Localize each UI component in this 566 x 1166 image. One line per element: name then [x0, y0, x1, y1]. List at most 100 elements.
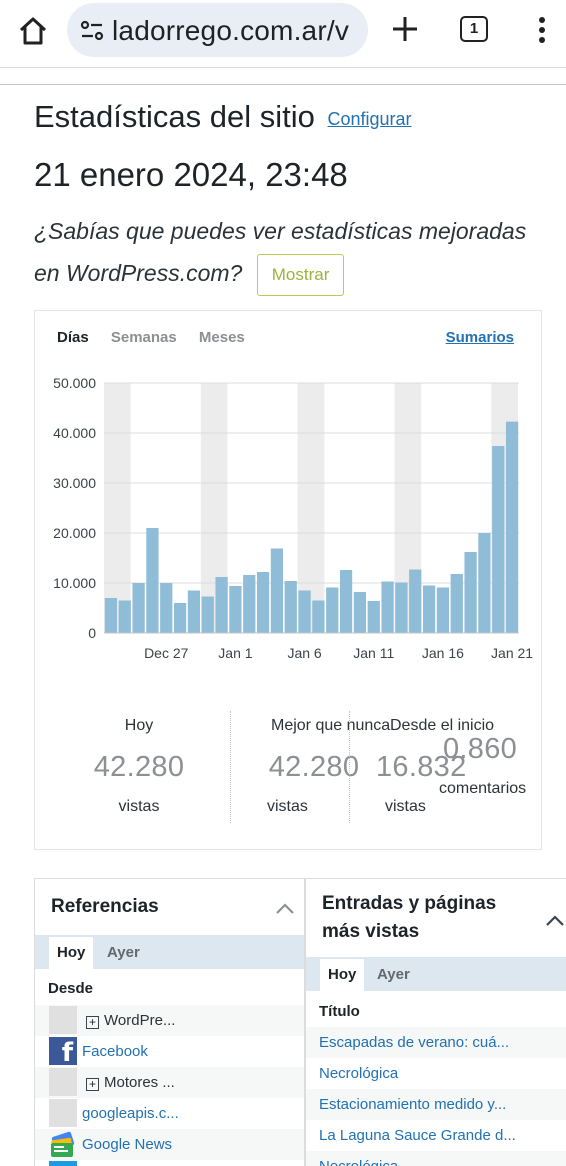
list-item[interactable]: Necrológica: [306, 1058, 566, 1089]
blank-icon: [49, 1161, 77, 1166]
list-item[interactable]: Necrológica: [306, 1151, 566, 1166]
list-item[interactable]: + Motores ...: [35, 1067, 304, 1098]
list-item-text: + Motores ...: [86, 1067, 175, 1098]
expand-icon[interactable]: +: [86, 1016, 99, 1029]
tab-days[interactable]: Días: [57, 329, 89, 346]
kpi-comments: 0.860 comentarios: [439, 717, 543, 798]
summary-link[interactable]: Sumarios: [445, 329, 514, 346]
referrer-label[interactable]: Facebook: [82, 1043, 148, 1060]
stats-datetime: 21 enero 2024, 23:48: [34, 156, 348, 193]
page-divider: [0, 84, 566, 85]
post-title-link[interactable]: Necrológica: [319, 1065, 399, 1082]
chart-bar: [492, 446, 505, 633]
period-tabs: Días Semanas Meses: [57, 329, 263, 346]
top-posts-module: Entradas y páginas más vistas Hoy Ayer T…: [305, 878, 566, 1166]
top-posts-column-header: Título: [319, 1003, 360, 1020]
kpi-best-unit: vistas: [267, 798, 308, 815]
chart-bar: [243, 575, 256, 633]
chart-bar: [270, 548, 284, 633]
post-title-link[interactable]: La Laguna Sauce Grande d...: [319, 1127, 516, 1144]
x-tick-label: Jan 6: [287, 645, 321, 661]
kpi-divider: [349, 711, 350, 823]
referrer-label: Motores ...: [104, 1074, 175, 1091]
post-title-link[interactable]: Escapadas de verano: cuá...: [319, 1034, 510, 1051]
y-tick-label: 30.000: [53, 475, 96, 491]
x-tick-label: Jan 16: [422, 645, 464, 661]
configure-link[interactable]: Configurar: [327, 109, 412, 129]
views-chart: 0 10.000 20.000 30.000 40.000 50.000 Dec 27 Jan…: [53, 375, 533, 661]
chevron-up-icon[interactable]: [275, 903, 295, 915]
list-item[interactable]: [35, 1160, 304, 1166]
kpi-comments-unit: comentarios: [439, 780, 527, 797]
tune-icon[interactable]: [80, 19, 104, 43]
tab-months[interactable]: Meses: [198, 329, 245, 346]
kpi-divider: [230, 711, 231, 823]
promo-text: ¿Sabías que puedes ver estadísticas mejo…: [34, 218, 527, 286]
referrer-label[interactable]: googleapis.c...: [82, 1105, 179, 1122]
list-item[interactable]: Escapadas de verano: cuá...: [306, 1027, 566, 1058]
kpi-comments-value: 0.860: [443, 733, 518, 765]
kpi-today: Hoy 42.280 vistas: [69, 717, 209, 816]
list-item[interactable]: La Laguna Sauce Grande d...: [306, 1120, 566, 1151]
post-title-link[interactable]: Estacionamiento medido y...: [319, 1096, 507, 1113]
chevron-up-icon[interactable]: [545, 915, 565, 927]
page-title-text: Estadísticas del sitio: [34, 99, 315, 134]
list-item[interactable]: Google News: [35, 1129, 304, 1160]
chart-bar: [395, 582, 408, 633]
list-item[interactable]: f Facebook: [35, 1036, 304, 1067]
list-item[interactable]: + WordPre...: [35, 1005, 304, 1036]
chart-bar: [367, 601, 380, 633]
referrer-label: WordPre...: [104, 1012, 176, 1029]
y-tick-label: 0: [88, 625, 96, 641]
tab-switcher-icon[interactable]: 1: [460, 16, 488, 42]
weekend-band: [104, 383, 131, 633]
expand-icon[interactable]: +: [86, 1078, 99, 1091]
page-title: Estadísticas del sitio Configurar: [34, 99, 412, 135]
referrers-title: Referencias: [51, 896, 159, 917]
referrers-tab-today[interactable]: Hoy: [49, 937, 94, 969]
address-bar[interactable]: ladorrego.com.ar/v: [67, 3, 368, 57]
blank-icon: [49, 1068, 77, 1096]
top-posts-tab-yesterday[interactable]: Ayer: [377, 966, 410, 983]
tab-weeks[interactable]: Semanas: [110, 329, 177, 346]
y-tick-label: 40.000: [53, 425, 96, 441]
chart-bar: [146, 528, 159, 633]
kpi-all-time-unit: vistas: [385, 798, 426, 815]
chart-bar: [187, 590, 201, 633]
chart-bar: [326, 587, 339, 633]
chart-bar: [422, 585, 436, 633]
kpi-best: Mejor que nunca 42.280 vistas: [249, 717, 391, 816]
top-posts-title: Entradas y páginas más vistas: [322, 890, 496, 946]
y-tick-label: 10.000: [53, 575, 96, 591]
list-item[interactable]: googleapis.c...: [35, 1098, 304, 1129]
x-tick-label: Dec 27: [144, 645, 189, 661]
x-tick-label: Jan 21: [491, 645, 533, 661]
list-item[interactable]: Estacionamiento medido y...: [306, 1089, 566, 1120]
chart-bar: [229, 586, 242, 633]
chart-bar: [201, 596, 214, 633]
chart-bar: [464, 552, 477, 633]
y-tick-label: 50.000: [53, 375, 96, 391]
post-title-link[interactable]: Necrológica: [319, 1151, 398, 1166]
chart-bar: [505, 421, 519, 633]
chart-bar: [132, 583, 145, 633]
x-tick-label: Jan 11: [353, 645, 394, 661]
show-button[interactable]: Mostrar: [256, 254, 345, 296]
referrer-label[interactable]: Google News: [82, 1136, 173, 1153]
top-posts-title-line1: Entradas y páginas: [322, 893, 497, 914]
facebook-icon: f: [49, 1037, 77, 1065]
top-posts-tab-today[interactable]: Hoy: [320, 959, 365, 991]
kpi-best-label: Mejor que nunca: [271, 717, 391, 734]
plus-icon[interactable]: [388, 12, 422, 46]
promo-message: ¿Sabías que puedes ver estadísticas mejo…: [34, 210, 544, 296]
chart-bar: [160, 583, 173, 633]
kpi-today-value: 42.280: [93, 751, 185, 783]
chart-bar: [436, 587, 450, 633]
chart-bar: [284, 581, 297, 633]
chart-bar: [104, 598, 118, 633]
home-icon[interactable]: [16, 14, 50, 48]
blank-icon: [49, 1099, 77, 1127]
more-vert-icon[interactable]: [530, 14, 554, 46]
referrers-tab-yesterday[interactable]: Ayer: [107, 944, 140, 961]
chart-bar: [256, 572, 270, 633]
